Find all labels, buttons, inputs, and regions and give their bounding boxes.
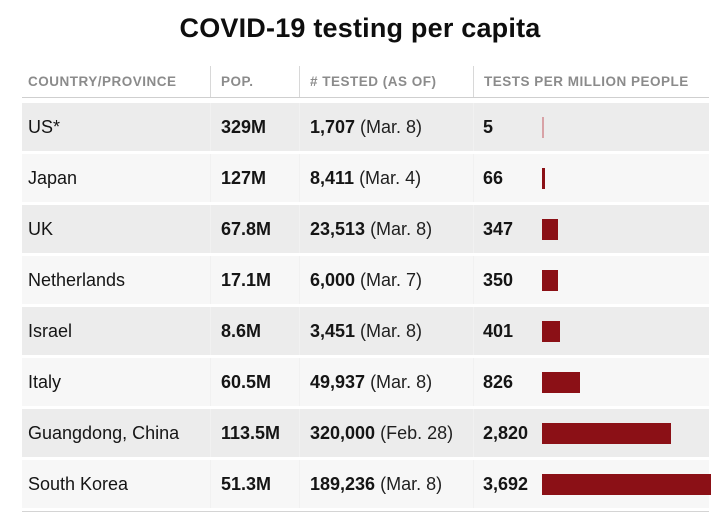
table-row: Japan 127M 8,411 (Mar. 4) 66	[22, 154, 709, 202]
tests-per-million-cell: 2,820	[473, 409, 709, 457]
tests-per-million-bar	[542, 167, 546, 189]
tests-per-million-bar	[542, 320, 561, 342]
tested-date: (Mar. 8)	[380, 473, 443, 494]
tested-cell: 23,513 (Mar. 8)	[299, 205, 473, 253]
tested-date: (Mar. 8)	[370, 218, 433, 239]
country-cell: US*	[28, 116, 61, 137]
population-cell: 329M	[210, 103, 299, 151]
tests-per-million-cell: 350	[473, 256, 709, 304]
tests-per-million-bar	[542, 269, 559, 291]
tests-per-million-cell: 826	[473, 358, 709, 406]
tested-cell: 1,707 (Mar. 8)	[299, 103, 473, 151]
tests-per-million-bar	[542, 116, 544, 138]
table-header-row: COUNTRY/PROVINCE POP. # TESTED (AS OF) T…	[22, 66, 709, 98]
table-row: South Korea 51.3M 189,236 (Mar. 8) 3,692	[22, 460, 711, 508]
tested-count: 49,937	[310, 371, 366, 392]
tested-date: (Mar. 7)	[360, 269, 423, 290]
tests-per-million-value: 66	[483, 167, 504, 188]
country-cell: Guangdong, China	[28, 422, 180, 443]
table-row: Israel 8.6M 3,451 (Mar. 8) 401	[22, 307, 709, 355]
tested-count: 1,707	[310, 116, 356, 137]
population-cell: 67.8M	[210, 205, 299, 253]
tests-per-million-cell: 3,692	[473, 460, 711, 508]
tests-per-million-value: 2,820	[483, 422, 529, 443]
tested-date: (Mar. 4)	[359, 167, 422, 188]
tested-cell: 189,236 (Mar. 8)	[299, 460, 473, 508]
tests-per-million-bar	[542, 473, 711, 495]
testing-table: COUNTRY/PROVINCE POP. # TESTED (AS OF) T…	[22, 66, 711, 512]
tested-count: 3,451	[310, 320, 356, 341]
column-header-tested: # TESTED (AS OF)	[299, 66, 473, 97]
tests-per-million-bar	[542, 422, 672, 444]
tests-per-million-cell: 347	[473, 205, 709, 253]
country-cell: Italy	[28, 371, 62, 392]
table-row: Italy 60.5M 49,937 (Mar. 8) 826	[22, 358, 709, 406]
country-cell: South Korea	[28, 473, 129, 494]
tests-per-million-value: 5	[483, 116, 494, 137]
table-row: Guangdong, China 113.5M 320,000 (Feb. 28…	[22, 409, 709, 457]
column-header-tests-per-million: TESTS PER MILLION PEOPLE	[473, 66, 709, 97]
tested-date: (Mar. 8)	[360, 320, 423, 341]
tested-count: 189,236	[310, 473, 376, 494]
country-cell: Netherlands	[28, 269, 126, 290]
tested-date: (Mar. 8)	[370, 371, 433, 392]
tested-cell: 320,000 (Feb. 28)	[299, 409, 473, 457]
tests-per-million-value: 3,692	[483, 473, 529, 494]
tested-count: 6,000	[310, 269, 356, 290]
tested-date: (Mar. 8)	[360, 116, 423, 137]
table-row: US* 329M 1,707 (Mar. 8) 5	[22, 103, 709, 151]
tests-per-million-bar	[542, 371, 580, 393]
country-cell: Israel	[28, 320, 73, 341]
tests-per-million-cell: 5	[473, 103, 709, 151]
tests-per-million-cell: 401	[473, 307, 709, 355]
tested-cell: 49,937 (Mar. 8)	[299, 358, 473, 406]
tests-per-million-cell: 66	[473, 154, 709, 202]
tested-cell: 6,000 (Mar. 7)	[299, 256, 473, 304]
tests-per-million-bar	[542, 218, 558, 240]
tests-per-million-value: 826	[483, 371, 514, 392]
table-body: US* 329M 1,707 (Mar. 8) 5 Japan 127M 8,4…	[22, 103, 711, 512]
tested-count: 8,411	[310, 167, 355, 188]
population-cell: 51.3M	[210, 460, 299, 508]
country-cell: UK	[28, 218, 54, 239]
table-row: Netherlands 17.1M 6,000 (Mar. 7) 350	[22, 256, 709, 304]
country-cell: Japan	[28, 167, 78, 188]
tests-per-million-value: 401	[483, 320, 514, 341]
tested-cell: 3,451 (Mar. 8)	[299, 307, 473, 355]
population-cell: 60.5M	[210, 358, 299, 406]
population-cell: 8.6M	[210, 307, 299, 355]
table-row: UK 67.8M 23,513 (Mar. 8) 347	[22, 205, 709, 253]
population-cell: 17.1M	[210, 256, 299, 304]
column-header-population: POP.	[210, 66, 299, 97]
population-cell: 127M	[210, 154, 299, 202]
column-header-country: COUNTRY/PROVINCE	[28, 74, 177, 89]
tested-count: 320,000	[310, 422, 376, 443]
tested-date: (Feb. 28)	[380, 422, 454, 443]
tests-per-million-value: 350	[483, 269, 514, 290]
tests-per-million-value: 347	[483, 218, 514, 239]
page-title: COVID-19 testing per capita	[179, 13, 541, 43]
tested-count: 23,513	[310, 218, 366, 239]
population-cell: 113.5M	[210, 409, 299, 457]
tested-cell: 8,411 (Mar. 4)	[299, 154, 473, 202]
